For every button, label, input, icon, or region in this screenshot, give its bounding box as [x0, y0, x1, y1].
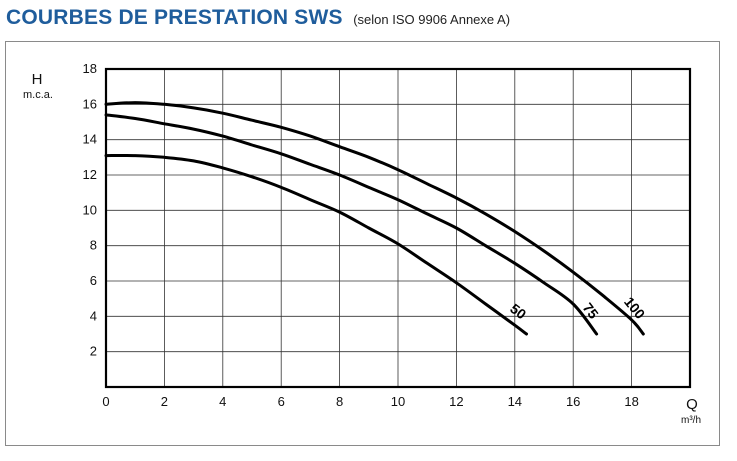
y-tick-label: 16: [83, 96, 97, 111]
chart-subtitle: (selon ISO 9906 Annexe A): [353, 12, 511, 27]
curves-layer: 50 75 100: [104, 101, 648, 336]
curve-label-50: 50: [507, 300, 529, 322]
y-tick-label: 10: [83, 202, 97, 217]
x-tick-label: 6: [278, 394, 285, 409]
x-tick-label: 4: [219, 394, 226, 409]
x-tick-label: 2: [161, 394, 168, 409]
y-tick-label: 12: [83, 167, 97, 182]
x-tick-label: 18: [624, 394, 638, 409]
x-axis-unit: m³/h: [681, 415, 701, 426]
y-tick-label: 14: [83, 132, 97, 147]
grid-layer: [106, 69, 690, 387]
curve-series-50: [104, 153, 528, 336]
tick-labels-layer: 0 2 4 6 8 10 12 14 16 18 2 4 6 8 10 12 14 16 18: [83, 61, 639, 409]
y-axis-label: H: [32, 71, 43, 88]
chart-frame: [5, 41, 720, 446]
y-axis-unit: m.c.a.: [23, 89, 53, 101]
y-tick-label: 4: [90, 308, 97, 323]
curve-label-100: 100: [621, 294, 648, 322]
x-tick-label: 10: [391, 394, 405, 409]
x-tick-label: 0: [102, 394, 109, 409]
curve-series-75: [104, 113, 599, 336]
plot-area-border: [104, 67, 692, 389]
title-row: COURBES DE PRESTATION SWS (selon ISO 990…: [6, 6, 510, 30]
x-tick-label: 8: [336, 394, 343, 409]
curve-label-75: 75: [580, 300, 602, 322]
curve-series-100: [104, 101, 645, 336]
chart-title: COURBES DE PRESTATION SWS: [6, 6, 343, 29]
x-tick-label: 14: [508, 394, 522, 409]
x-tick-label: 16: [566, 394, 580, 409]
y-tick-label: 6: [90, 273, 97, 288]
y-tick-label: 2: [90, 344, 97, 359]
x-tick-label: 12: [449, 394, 463, 409]
y-tick-label: 8: [90, 238, 97, 253]
y-tick-label: 18: [83, 61, 97, 76]
x-axis-label: Q: [686, 396, 698, 413]
